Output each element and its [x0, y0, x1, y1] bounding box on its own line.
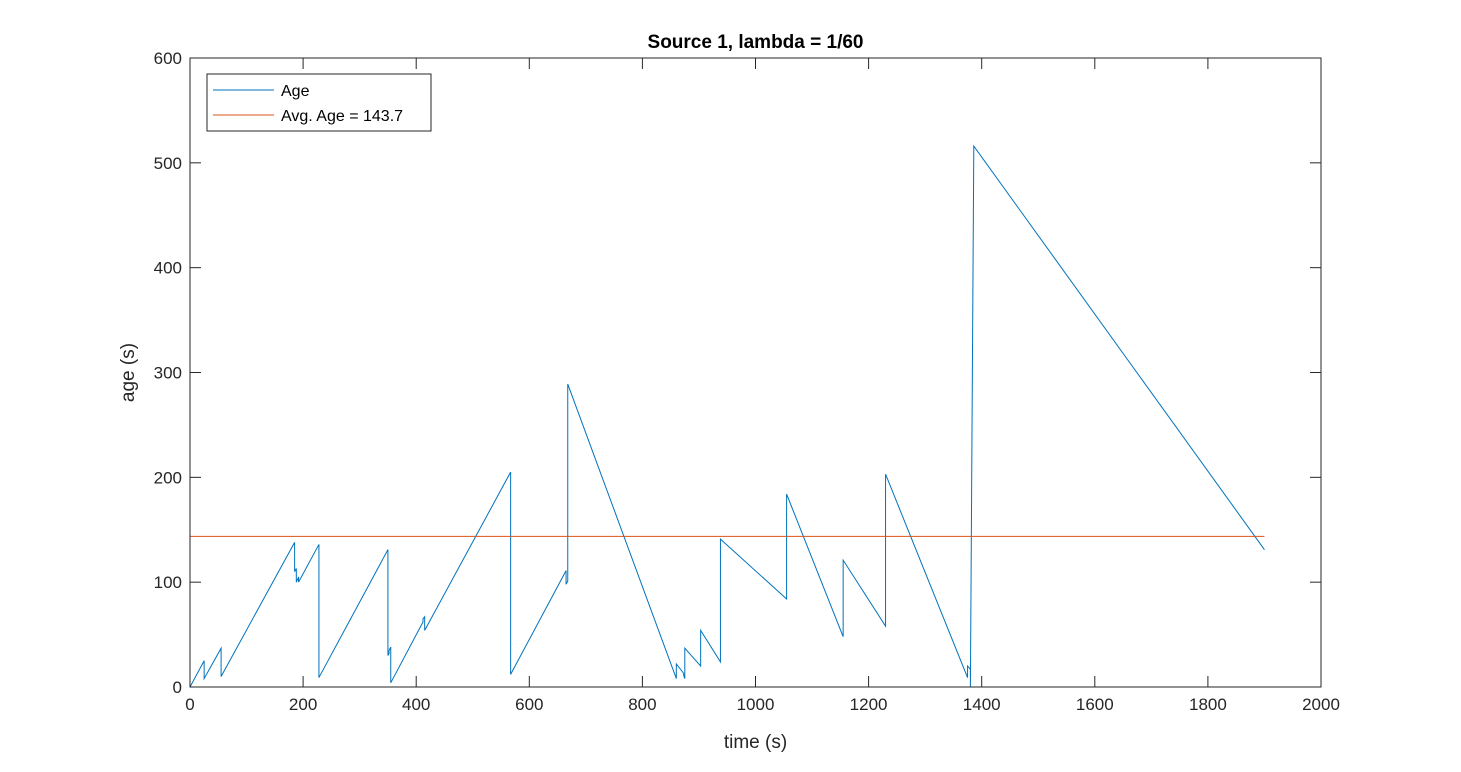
x-tick-label: 600: [515, 695, 543, 714]
x-tick-label: 1800: [1189, 695, 1227, 714]
series-layer: [189, 144, 1265, 688]
x-axis-title: time (s): [724, 732, 787, 753]
y-tick-label: 300: [154, 364, 182, 383]
x-tick-label: 400: [402, 695, 430, 714]
x-tick-label: 1200: [850, 695, 888, 714]
series-line-age: [189, 144, 1265, 688]
legend-label-age: Age: [281, 83, 310, 100]
y-tick-label: 400: [154, 259, 182, 278]
chart-title: Source 1, lambda = 1/60: [648, 32, 864, 53]
x-tick-label: 1000: [737, 695, 775, 714]
y-tick-label: 100: [154, 573, 182, 592]
x-tick-label: 2000: [1302, 695, 1340, 714]
y-tick-label: 0: [173, 678, 182, 697]
y-tick-label: 500: [154, 154, 182, 173]
y-tick-label: 600: [154, 49, 182, 68]
legend: Age Avg. Age = 143.7: [206, 73, 432, 132]
ticks-layer: 0 200 400 600 800 1000 1200 1400 1600 1800 2000 0 10…: [154, 49, 1340, 714]
plot-area: [190, 58, 1321, 687]
legend-label-avg-age: Avg. Age = 143.7: [281, 108, 403, 125]
x-tick-label: 0: [185, 695, 194, 714]
x-tick-label: 1600: [1076, 695, 1114, 714]
x-tick-label: 200: [289, 695, 317, 714]
y-axis-title: age (s): [118, 343, 139, 402]
x-tick-label: 1400: [963, 695, 1001, 714]
legend-box: [206, 73, 432, 132]
x-tick-label: 800: [628, 695, 656, 714]
y-tick-label: 200: [154, 468, 182, 487]
